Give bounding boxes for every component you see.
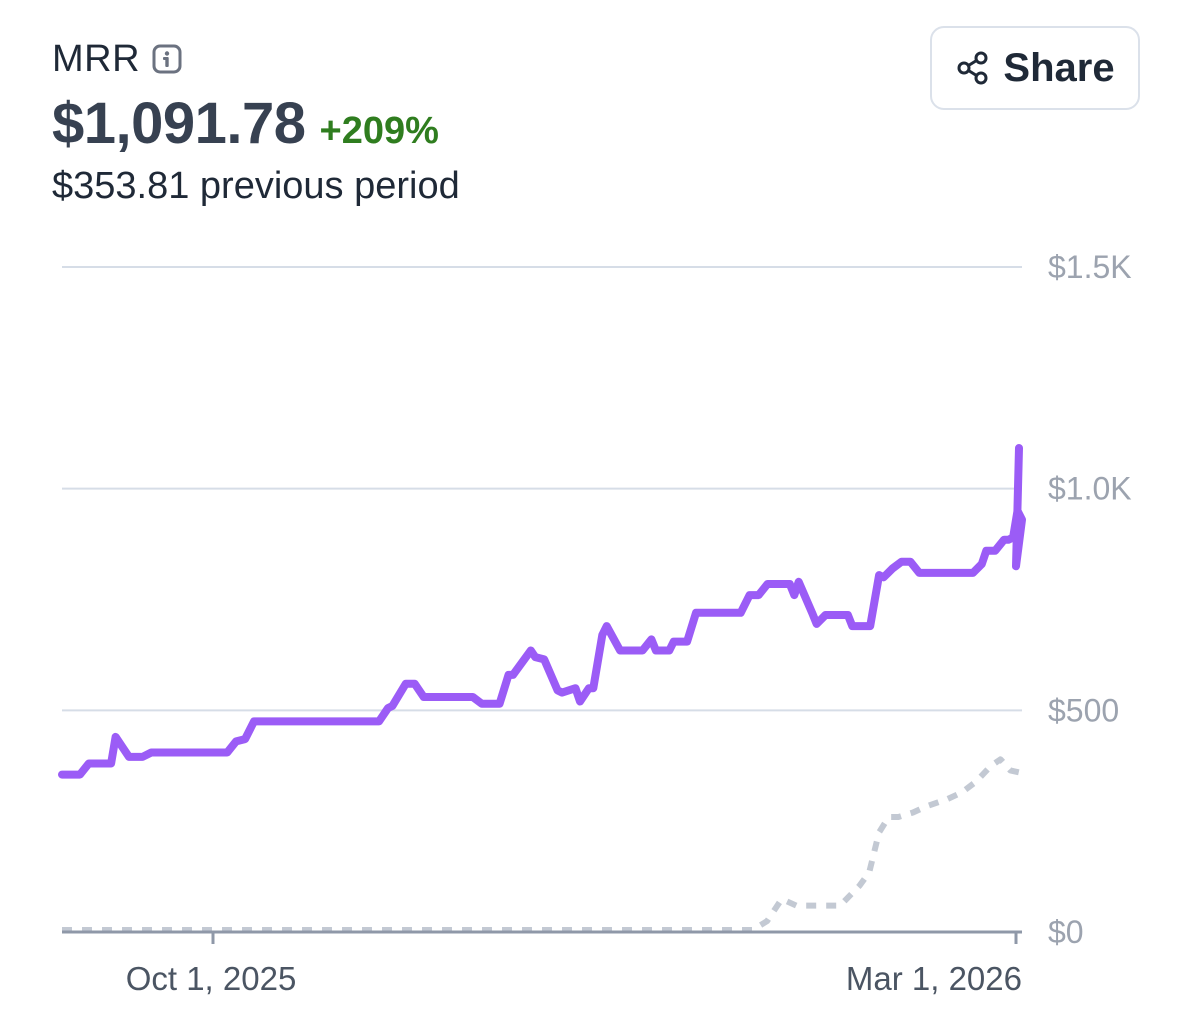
metric-value: $1,091.78 [52,91,306,156]
share-label: Share [1003,45,1115,90]
y-tick-label: $1.0K [1048,471,1132,507]
metric-header: MRR $1,091.78 +209% $353.81 previous per… [52,36,460,208]
share-button[interactable]: Share [930,26,1140,110]
y-tick-label: $1.5K [1048,249,1132,285]
metric-change-badge: +209% [319,110,439,152]
share-icon [955,50,991,86]
metric-value-row: $1,091.78 +209% [52,90,460,157]
previous-period-series [62,756,1021,933]
y-tick-label: $0 [1048,914,1084,950]
metric-title-row: MRR [52,36,460,82]
previous-period-line [62,756,1021,933]
current-period-line [58,444,1026,779]
info-icon[interactable] [152,44,182,74]
previous-period-text: $353.81 previous period [52,165,460,207]
metric-title: MRR [52,37,141,80]
y-axis-labels: $0 $500 $1.0K $1.5K [1048,249,1132,950]
x-tick-label: Mar 1, 2026 [846,960,1022,997]
x-axis: Oct 1, 2025 Mar 1, 2026 [62,930,1022,997]
current-period-series [58,444,1026,779]
y-tick-label: $500 [1048,692,1119,728]
x-tick-label: Oct 1, 2025 [126,960,297,997]
chart-gridlines [62,266,1022,712]
